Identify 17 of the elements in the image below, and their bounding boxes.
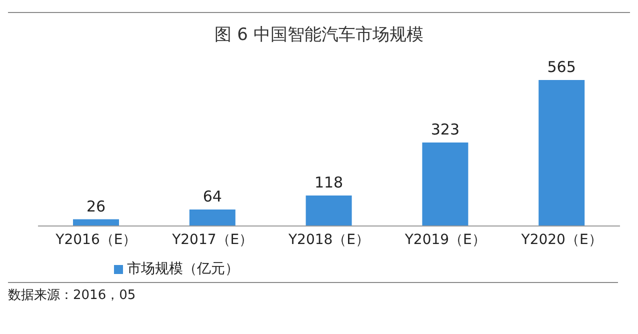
bar xyxy=(538,80,585,226)
x-tick-label: Y2016（E） xyxy=(54,232,137,248)
x-tick-label: Y2018（E） xyxy=(287,232,370,248)
legend-label: 市场规模（亿元） xyxy=(127,261,239,277)
data-label: 64 xyxy=(202,187,222,206)
bar xyxy=(189,209,236,226)
chart-title: 图 6 中国智能汽车市场规模 xyxy=(214,24,424,46)
data-label: 565 xyxy=(547,58,576,76)
data-label: 118 xyxy=(314,174,344,192)
x-tick-label: Y2020（E） xyxy=(520,232,602,248)
data-label: 323 xyxy=(430,120,460,139)
x-tick-label: Y2019（E） xyxy=(404,232,486,248)
source-note: 数据来源：2016，05 xyxy=(8,287,137,304)
bar xyxy=(306,196,352,226)
bar xyxy=(422,142,468,226)
data-label: 26 xyxy=(86,197,106,216)
x-tick-label: Y2017（E） xyxy=(171,232,254,248)
